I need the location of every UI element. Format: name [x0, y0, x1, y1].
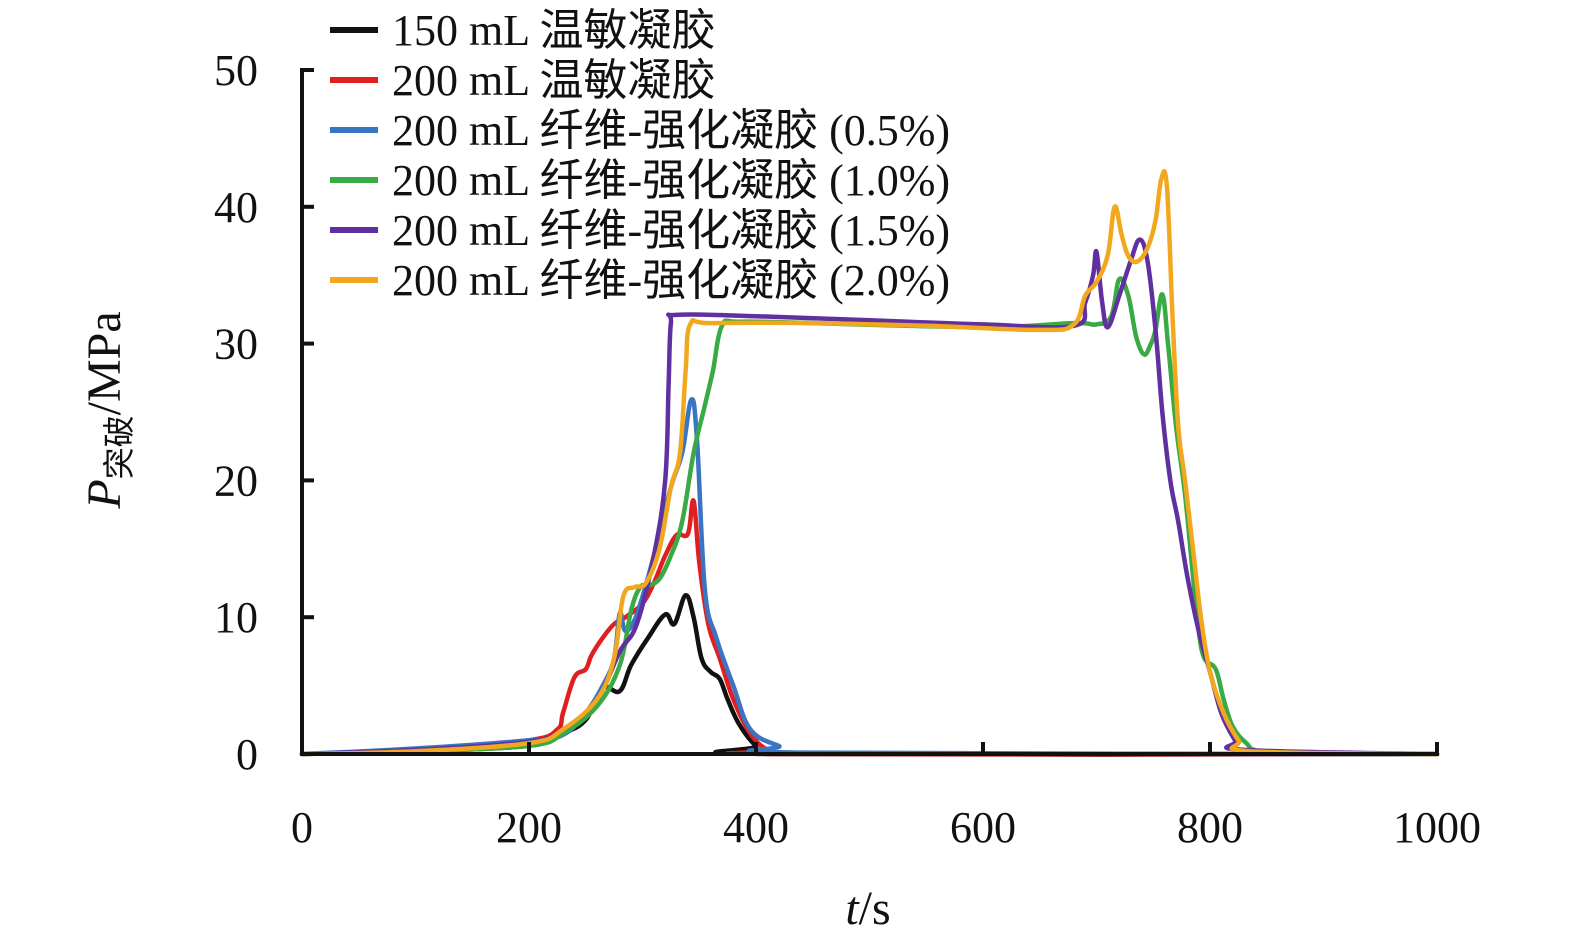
legend-label: 200 mL 纤维-强化凝胶 (1.5%)	[392, 206, 950, 255]
x-tick-label: 0	[291, 803, 313, 852]
series-line-5	[299, 237, 1440, 757]
x-tick-label: 1000	[1393, 803, 1481, 852]
x-tick-label: 400	[723, 803, 789, 852]
legend-label: 200 mL 纤维-强化凝胶 (2.0%)	[392, 256, 950, 305]
y-tick-label: 20	[214, 456, 258, 505]
series-line-4	[299, 276, 1440, 757]
series-line-1	[299, 593, 1440, 757]
series-line-3	[299, 397, 1440, 757]
y-tick-label: 50	[214, 46, 258, 95]
legend-label: 150 mL 温敏凝胶	[392, 6, 715, 55]
y-tick-label: 0	[236, 730, 258, 779]
y-tick-label: 30	[214, 320, 258, 369]
x-axis-unit: /s	[859, 882, 891, 935]
y-tick-label: 10	[214, 593, 258, 642]
series-lines	[299, 169, 1440, 757]
x-axis-ticks: 0 200 400 600 800 1000	[291, 742, 1481, 852]
y-axis-unit: /MPa	[78, 311, 131, 415]
legend-label: 200 mL 温敏凝胶	[392, 56, 715, 105]
series-line-2	[299, 498, 1440, 757]
x-tick-label: 200	[496, 803, 562, 852]
y-axis-title: P突破/MPa	[78, 311, 137, 509]
y-tick-label: 40	[214, 183, 258, 232]
y-axis-var: P	[78, 479, 131, 509]
legend-label: 200 mL 纤维-强化凝胶 (1.0%)	[392, 156, 950, 205]
x-axis-title: t/s	[845, 882, 890, 935]
x-tick-label: 800	[1177, 803, 1243, 852]
y-axis-ticks: 0 10 20 30 40 50	[214, 46, 314, 779]
y-axis-subscript: 突破	[101, 415, 137, 479]
axes: 0 200 400 600 800 1000 0 10 20 30 40 50	[214, 46, 1481, 852]
x-axis-var: t	[845, 882, 860, 935]
legend-label: 200 mL 纤维-强化凝胶 (0.5%)	[392, 106, 950, 155]
x-tick-label: 600	[950, 803, 1016, 852]
series-line-6	[299, 169, 1440, 757]
